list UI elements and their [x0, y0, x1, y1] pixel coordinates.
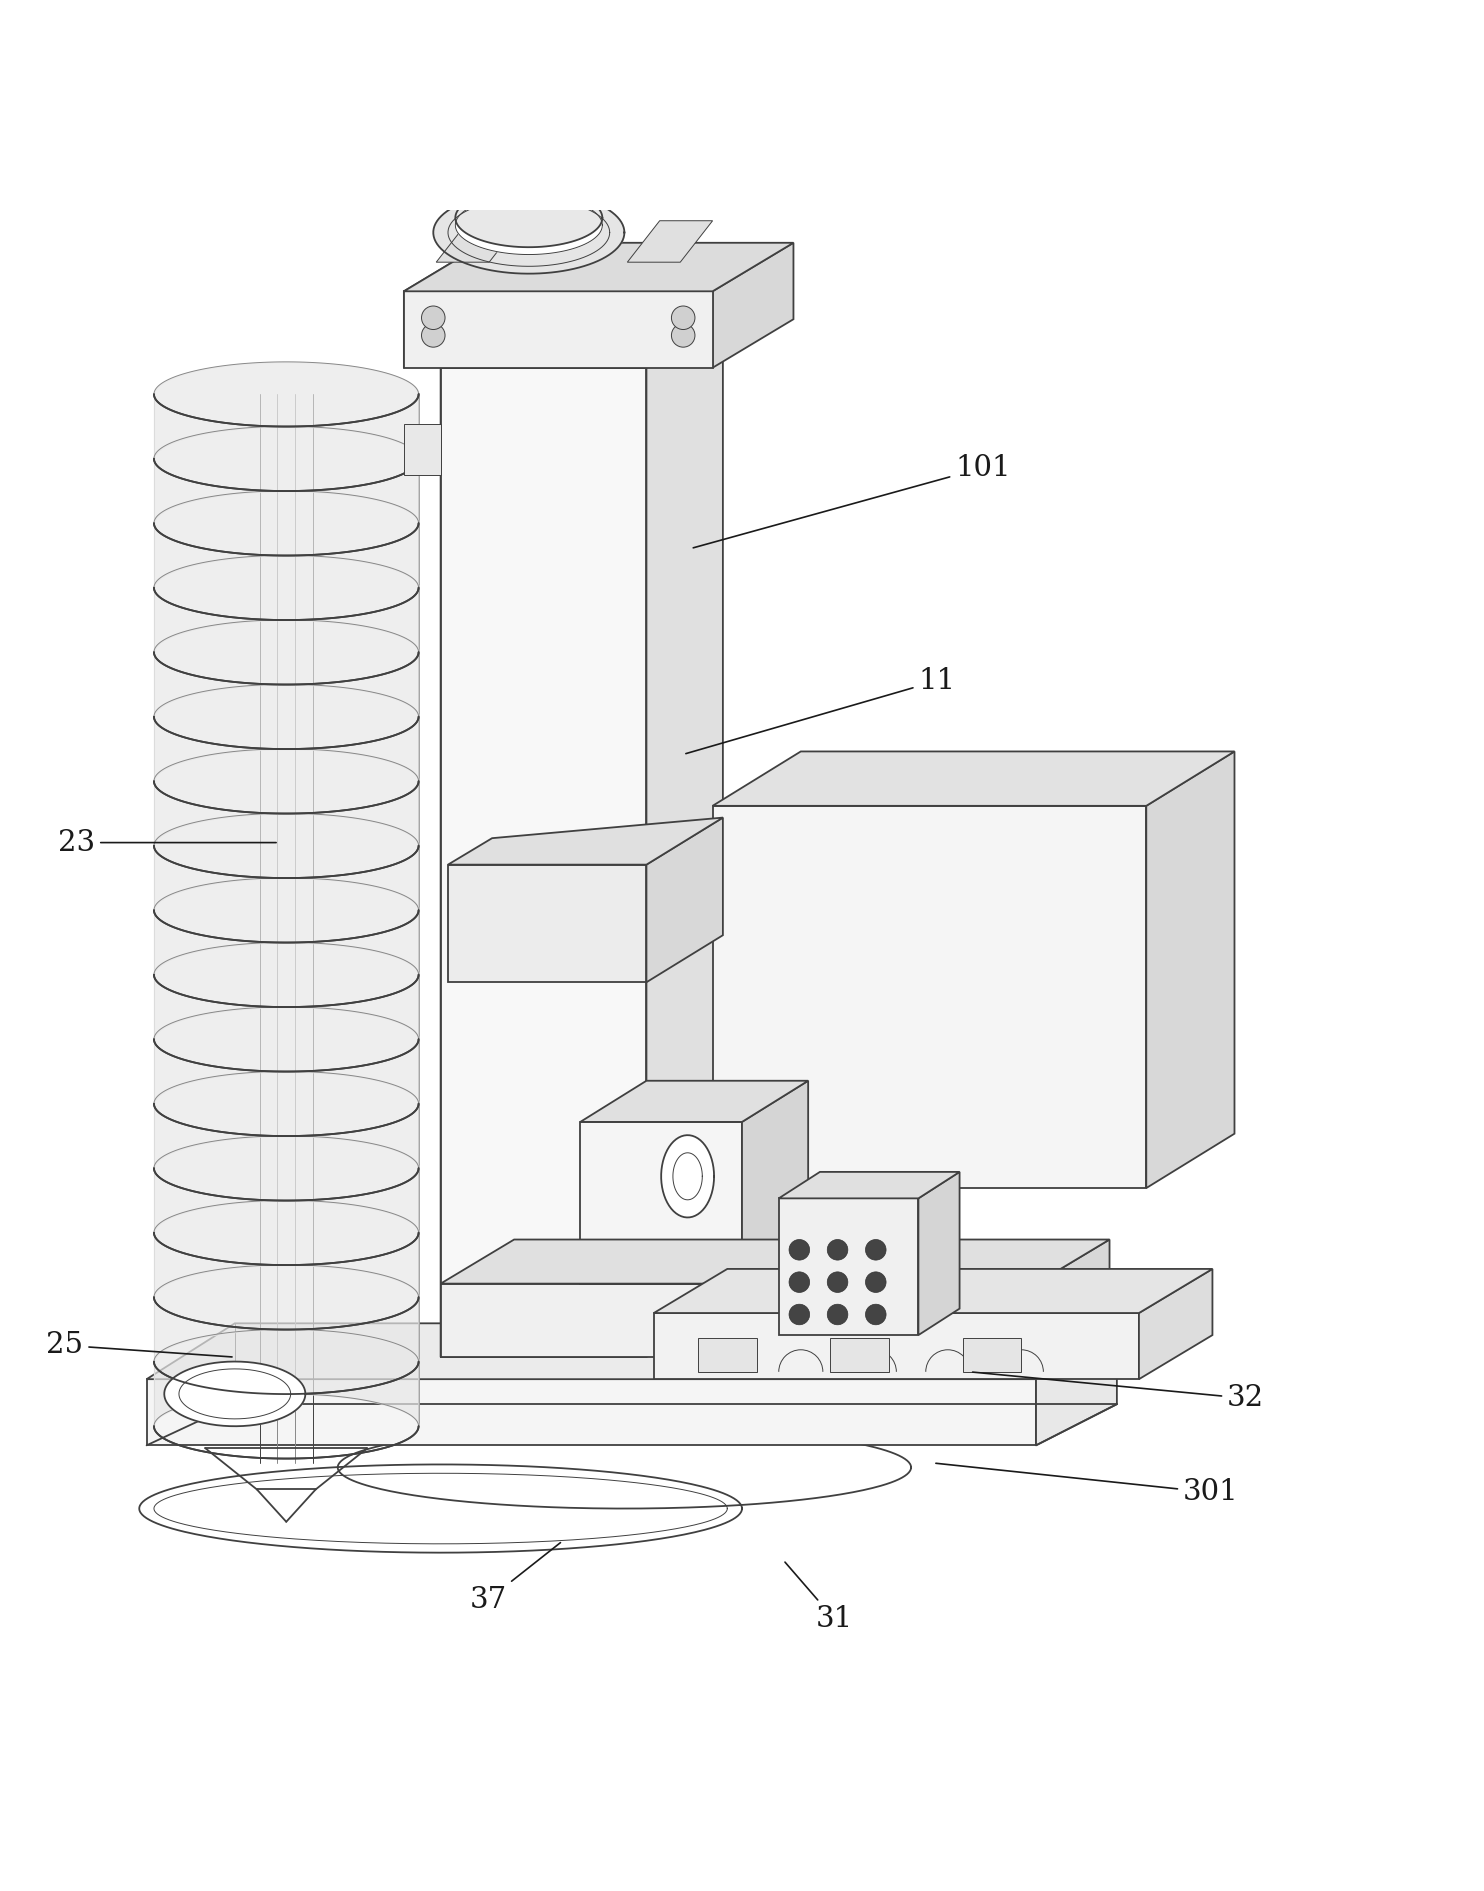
Polygon shape [456, 197, 603, 255]
Polygon shape [147, 1324, 1117, 1379]
Polygon shape [580, 1121, 742, 1284]
Circle shape [865, 1305, 886, 1326]
Polygon shape [580, 1082, 809, 1121]
Polygon shape [147, 1379, 1036, 1445]
Polygon shape [779, 1199, 919, 1335]
Polygon shape [662, 1135, 714, 1218]
Polygon shape [139, 1464, 742, 1553]
Polygon shape [165, 1362, 306, 1426]
Circle shape [865, 1239, 886, 1259]
Circle shape [671, 306, 695, 329]
Circle shape [827, 1305, 847, 1326]
Polygon shape [830, 1339, 889, 1371]
Polygon shape [433, 191, 625, 274]
Text: 23: 23 [58, 828, 276, 857]
Text: 11: 11 [686, 668, 956, 755]
Text: 31: 31 [785, 1562, 853, 1632]
Polygon shape [404, 424, 441, 475]
Polygon shape [436, 221, 521, 263]
Polygon shape [441, 321, 723, 367]
Polygon shape [404, 291, 712, 367]
Polygon shape [441, 367, 647, 1358]
Polygon shape [742, 1082, 809, 1284]
Polygon shape [448, 864, 647, 981]
Text: 32: 32 [972, 1373, 1264, 1413]
Text: 101: 101 [693, 454, 1011, 548]
Polygon shape [654, 1269, 1212, 1312]
Polygon shape [441, 321, 516, 1358]
Polygon shape [1138, 1269, 1212, 1379]
Polygon shape [919, 1172, 960, 1335]
Circle shape [789, 1239, 810, 1259]
Polygon shape [441, 1239, 1110, 1284]
Polygon shape [647, 321, 723, 1358]
Polygon shape [404, 242, 794, 291]
Circle shape [789, 1305, 810, 1326]
Polygon shape [779, 1172, 960, 1199]
Polygon shape [448, 817, 723, 864]
Polygon shape [628, 221, 712, 263]
Polygon shape [697, 1339, 757, 1371]
Circle shape [827, 1239, 847, 1259]
Circle shape [421, 306, 445, 329]
Text: 301: 301 [936, 1464, 1239, 1507]
Polygon shape [712, 806, 1146, 1188]
Polygon shape [441, 1284, 1036, 1358]
Polygon shape [1036, 1239, 1110, 1358]
Circle shape [421, 323, 445, 348]
Polygon shape [441, 367, 647, 1358]
Polygon shape [404, 242, 485, 367]
Circle shape [827, 1273, 847, 1292]
Polygon shape [1036, 1324, 1117, 1445]
Polygon shape [1146, 751, 1235, 1188]
Text: 37: 37 [469, 1543, 561, 1613]
Circle shape [865, 1273, 886, 1292]
Polygon shape [712, 242, 794, 367]
Circle shape [789, 1273, 810, 1292]
Polygon shape [963, 1339, 1021, 1371]
Polygon shape [338, 1426, 911, 1509]
Polygon shape [456, 189, 603, 248]
Polygon shape [712, 751, 1235, 806]
Polygon shape [647, 817, 723, 981]
Text: 25: 25 [46, 1331, 232, 1360]
Polygon shape [654, 1312, 1138, 1379]
Circle shape [671, 323, 695, 348]
